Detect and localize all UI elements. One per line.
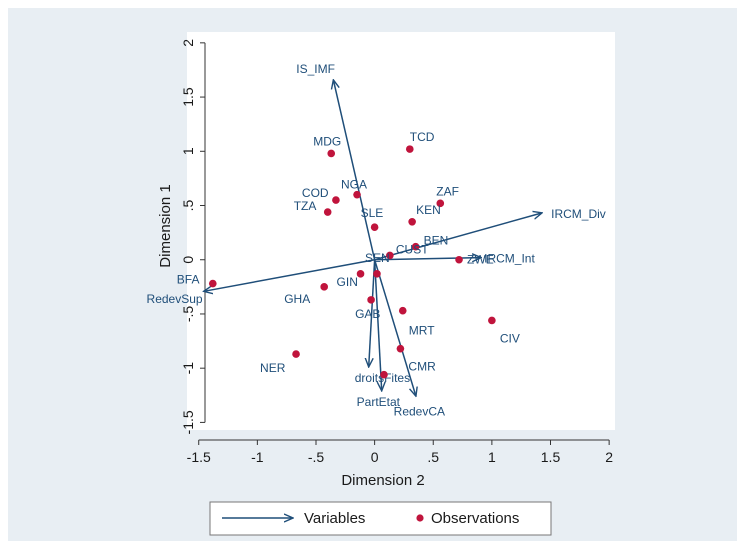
observation-point	[455, 255, 463, 264]
observation-label: CUST	[396, 242, 429, 256]
observation-point	[398, 306, 407, 315]
plot-background	[187, 32, 615, 430]
variable-arrow	[373, 259, 416, 396]
observation-point	[292, 350, 300, 358]
observation-label: KEN	[416, 203, 441, 217]
legend: Variables Observations	[209, 501, 552, 536]
y-tick-label: -1.5	[180, 410, 196, 434]
variable-arrow	[374, 213, 542, 261]
observation-point	[353, 190, 361, 199]
observation-label: BFA	[177, 273, 200, 287]
y-axis-label: Dimension 1	[157, 184, 174, 267]
observation-point	[396, 344, 405, 353]
observation-point	[380, 370, 388, 379]
variable-arrow	[205, 259, 375, 291]
variable-arrow	[369, 259, 376, 366]
observation-label: CMR	[408, 360, 436, 374]
observation-point	[332, 196, 340, 204]
observation-point	[208, 279, 217, 288]
observation-label: GHA	[284, 292, 310, 306]
observation-point	[356, 270, 365, 278]
observation-point	[386, 251, 394, 260]
y-tick-label: 1.5	[180, 87, 196, 107]
observation-point	[405, 145, 414, 153]
observation-label: GAB	[355, 307, 380, 321]
y-tick-label: -.5	[180, 306, 196, 323]
variable-arrow	[374, 258, 481, 260]
observation-point	[327, 149, 336, 158]
observation-point	[370, 223, 379, 232]
observation-point	[436, 199, 445, 208]
observation-point	[323, 208, 332, 216]
y-tick-label: 2	[180, 39, 196, 47]
legend-label-variables: Variables	[304, 510, 365, 527]
x-tick-label: -1.5	[187, 449, 211, 465]
x-tick-label: 1	[488, 449, 496, 465]
axes: -1.5 -1 -.5 0 .5 1 1.5 2 -1.5 -1 -.5 0 .5 1 1.5 2	[180, 39, 613, 465]
observation-label: COD	[302, 186, 329, 200]
observation-point	[373, 270, 381, 278]
variable-label: RedevSup	[147, 292, 203, 306]
x-tick-label: -.5	[308, 449, 325, 465]
observation-point	[367, 296, 375, 304]
variable-label: IRCM_Div	[551, 207, 606, 221]
variable-arrows: IS_IMFIRCM_DivIRCM_IntRedevSupdroitsFite…	[147, 62, 606, 418]
observation-point	[411, 242, 420, 251]
observation-label: MRT	[409, 324, 435, 338]
observation-label: GIN	[337, 275, 358, 289]
x-tick-label: 1.5	[541, 449, 561, 465]
legend-marker-swatch	[416, 514, 424, 522]
observation-label: ZWE	[467, 253, 494, 267]
x-tick-label: 0	[371, 449, 379, 465]
observation-label: TCD	[410, 130, 435, 144]
y-tick-label: 0	[180, 256, 196, 264]
observation-label: MDG	[313, 134, 341, 148]
variable-label: PartEtat	[357, 395, 401, 409]
observation-label: SLE	[361, 206, 384, 220]
observation-label: BEN	[424, 234, 449, 248]
observation-label: NER	[260, 361, 286, 375]
observation-point	[488, 316, 496, 325]
observation-point	[320, 283, 328, 291]
variable-label: IRCM_Int	[484, 252, 535, 266]
x-tick-label: -1	[251, 449, 264, 465]
x-tick-label: 2	[605, 449, 613, 465]
observation-label: ZAF	[436, 184, 459, 198]
legend-label-observations: Observations	[431, 510, 519, 527]
variable-label: IS_IMF	[296, 62, 335, 76]
variable-label: RedevCA	[394, 404, 445, 418]
observation-label: NGA	[341, 178, 367, 192]
y-tick-label: .5	[180, 199, 196, 211]
variable-arrow	[334, 81, 376, 260]
variable-arrow	[373, 259, 382, 390]
y-tick-label: -1	[180, 362, 196, 375]
x-tick-label: .5	[427, 449, 439, 465]
observation-label: SEN	[365, 251, 390, 265]
observation-label: CIV	[500, 331, 520, 345]
y-tick-label: 1	[180, 147, 196, 155]
observation-point	[408, 217, 416, 226]
observation-label: TZA	[294, 199, 317, 213]
x-axis-label: Dimension 2	[341, 472, 424, 489]
